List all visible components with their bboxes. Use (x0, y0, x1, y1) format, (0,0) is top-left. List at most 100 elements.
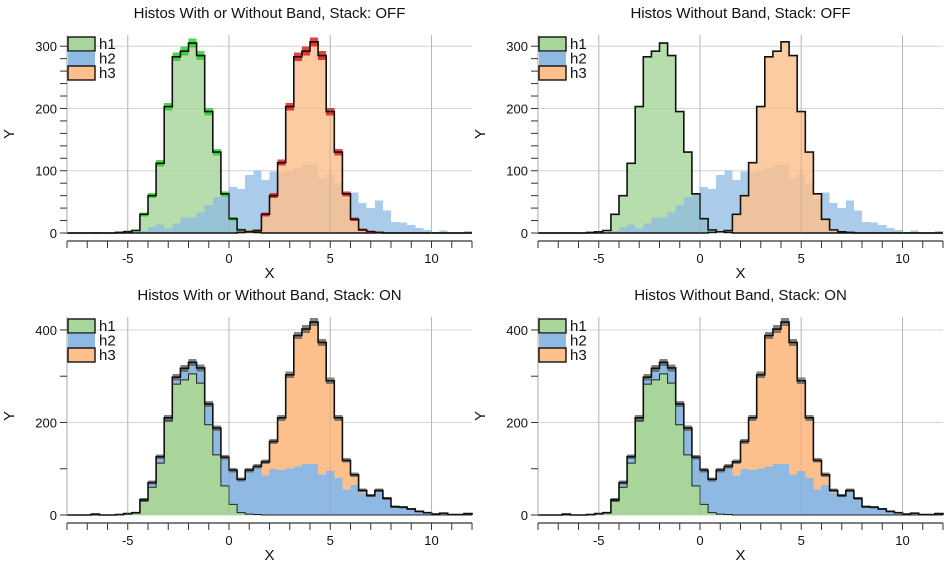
x-axis: -5 0 5 10 X (537, 522, 944, 564)
legend-label-h2: h2 (99, 333, 116, 350)
y-tick-label: 400 (35, 323, 57, 338)
bin-bar (675, 403, 684, 425)
bin-bar (805, 152, 814, 233)
bin-bar (374, 200, 383, 233)
y-axis-label: Y (472, 129, 489, 139)
bin-bar (180, 368, 189, 380)
bin-bar (204, 111, 213, 233)
bin-bar (781, 464, 790, 515)
bin-bar (610, 231, 619, 233)
bin-bar (172, 223, 181, 233)
bin-bar (301, 464, 310, 515)
y-tick-label: 100 (506, 164, 528, 179)
bin-bar (277, 470, 286, 515)
bin-bar (683, 196, 692, 233)
bin-bar (220, 485, 229, 515)
bin-bar (659, 362, 668, 374)
bin-bar (253, 468, 262, 515)
x-tick-label: -5 (122, 533, 134, 548)
bin-bar (326, 380, 335, 472)
bin-bar (700, 504, 709, 515)
bin-bar (732, 180, 741, 233)
chart-title: Histos Without Band, Stack: OFF (630, 5, 850, 22)
x-axis-label: X (735, 547, 745, 564)
chart-panel-3: Histos With or Without Band, Stack: ON 0 2… (1, 287, 473, 564)
bin-bar (310, 41, 319, 233)
x-tick-label: 10 (895, 533, 909, 548)
bin-bar (659, 373, 668, 515)
bin-bar (627, 456, 636, 464)
y-tick-label: 300 (35, 39, 57, 54)
bin-bar (813, 193, 822, 233)
bin-bar (853, 210, 862, 233)
bin-bar (748, 417, 757, 471)
bin-bar (318, 474, 327, 515)
bin-bar (667, 367, 676, 384)
bin-bar (764, 466, 773, 515)
bin-bar (261, 180, 270, 233)
bin-bar (131, 230, 140, 233)
bin-bar (139, 214, 148, 233)
bin-bar (821, 192, 830, 233)
bin-bar (261, 461, 270, 476)
bars (562, 322, 943, 515)
bin-bar (180, 51, 189, 234)
x-tick-label: 5 (327, 533, 334, 548)
bin-bar (164, 228, 173, 233)
bin-bar (188, 43, 197, 233)
x-axis-label: X (735, 265, 745, 282)
bin-bar (700, 186, 709, 233)
x-tick-label: 10 (895, 251, 909, 266)
y-tick-label: 100 (35, 164, 57, 179)
bin-bar (805, 417, 814, 478)
series-h3 (708, 41, 854, 234)
legend-label-h2: h2 (570, 51, 587, 68)
bin-bar (164, 421, 173, 515)
series-h1 (586, 373, 733, 515)
bin-bar (277, 417, 286, 471)
bin-bar (813, 489, 822, 515)
y-axis-label: Y (1, 129, 18, 139)
bin-bar (148, 195, 157, 233)
x-tick-label: 0 (696, 533, 703, 548)
bin-bar (716, 471, 725, 515)
bin-bar (910, 513, 919, 515)
bin-bar (772, 51, 781, 234)
bin-bar (334, 477, 343, 515)
bin-bar (180, 379, 189, 515)
bin-bar (748, 162, 757, 233)
x-axis-label: X (264, 265, 274, 282)
y-tick-label: 0 (521, 226, 528, 241)
bin-bar (789, 55, 798, 234)
bin-bar (756, 106, 765, 233)
bin-bar (439, 513, 448, 515)
bin-bar (261, 214, 270, 233)
bin-bar (797, 471, 806, 515)
bin-bar (700, 470, 709, 505)
x-tick-label: 0 (225, 533, 232, 548)
bin-bar (821, 219, 830, 233)
bin-bar (635, 228, 644, 233)
bin-bar (350, 474, 359, 485)
bin-bar (789, 474, 798, 515)
bars (562, 41, 943, 234)
bin-bar (651, 379, 660, 515)
bin-bar (358, 492, 367, 515)
bin-bar (732, 461, 741, 476)
bin-bar (886, 511, 895, 515)
legend-swatch-h3 (67, 347, 96, 363)
bin-bar (310, 464, 319, 515)
outline-h3 (67, 41, 472, 234)
legend-swatch-h3 (538, 347, 567, 363)
bin-bar (829, 229, 838, 233)
bin-bar (781, 322, 790, 465)
bin-bar (805, 477, 814, 515)
bin-bar (862, 506, 871, 515)
bin-bar (245, 175, 254, 233)
bin-bar (853, 498, 862, 515)
y-axis: 0 100 200 300 Y (472, 35, 539, 241)
x-axis: -5 0 5 10 X (66, 522, 473, 564)
bin-bar (862, 221, 871, 233)
bin-bar (139, 231, 148, 233)
